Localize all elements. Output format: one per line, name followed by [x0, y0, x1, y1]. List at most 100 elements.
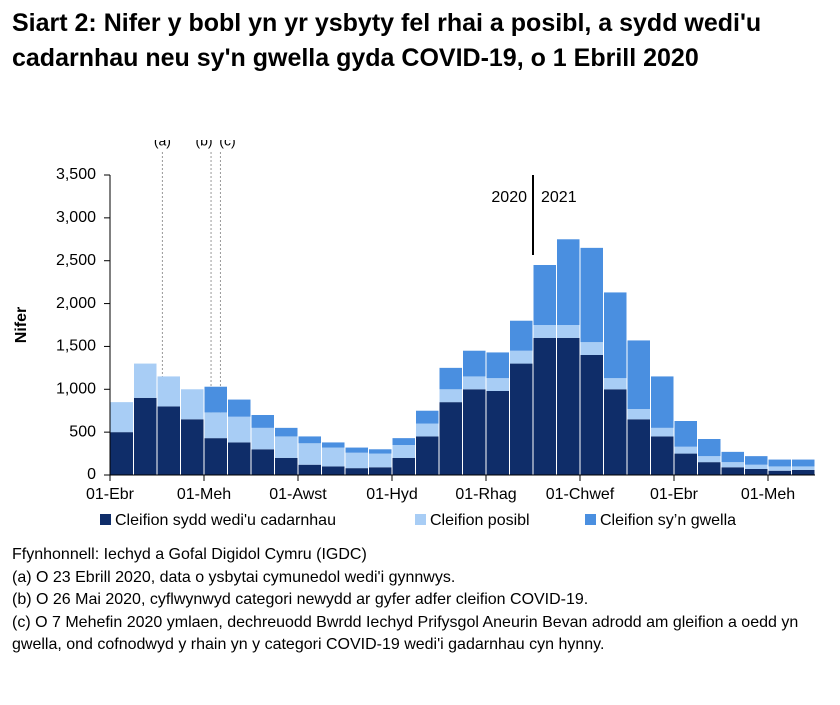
chart-title: Siart 2: Nifer y bobl yn yr ysbyty fel r…: [12, 9, 762, 72]
legend-swatch: [415, 514, 426, 525]
legend-label: Cleifion posibl: [430, 512, 530, 529]
bar: [768, 470, 791, 475]
bar: [698, 462, 721, 475]
bar: [228, 416, 251, 443]
bar: [322, 447, 345, 467]
bar: [533, 337, 556, 475]
y-axis-label: Nifer: [13, 307, 30, 343]
x-tick-label: 01-Hyd: [366, 486, 418, 503]
bar: [369, 449, 392, 454]
x-tick-label: 01-Awst: [269, 486, 327, 503]
bar: [674, 453, 697, 475]
annotation-label: (c): [219, 140, 235, 149]
bar: [604, 292, 627, 379]
bar: [510, 320, 533, 351]
bar: [134, 397, 157, 475]
legend-swatch: [585, 514, 596, 525]
bar: [298, 464, 321, 475]
bar: [651, 436, 674, 475]
bar: [110, 402, 133, 433]
bar: [674, 421, 697, 447]
bar: [768, 459, 791, 467]
bar: [557, 337, 580, 475]
x-tick-label: 01-Chwef: [546, 486, 615, 503]
bar: [557, 325, 580, 338]
bar: [275, 457, 298, 475]
bar: [275, 436, 298, 458]
bar: [792, 469, 815, 475]
year-label: 2021: [541, 189, 577, 206]
bar: [557, 239, 580, 325]
bar: [486, 378, 509, 391]
bar: [275, 427, 298, 437]
bar: [698, 456, 721, 463]
bar: [110, 432, 133, 475]
bar: [228, 442, 251, 475]
bar: [627, 409, 650, 420]
x-tick-label: 01-Ebr: [650, 486, 699, 503]
bar: [463, 376, 486, 390]
bar: [721, 451, 744, 463]
bar: [486, 391, 509, 475]
bar: [792, 459, 815, 467]
note: Ffynhonnell: Iechyd a Gofal Digidol Cymr…: [12, 546, 367, 563]
bar: [533, 265, 556, 325]
bar: [251, 415, 274, 428]
y-tick-label: 1,500: [56, 338, 96, 355]
bar: [322, 442, 345, 448]
bar: [486, 352, 509, 379]
bar: [369, 467, 392, 475]
bar: [416, 436, 439, 475]
y-tick-label: 2,000: [56, 295, 96, 312]
bar: [345, 452, 368, 469]
bar: [439, 402, 462, 475]
note: (c) O 7 Mehefin 2020 ymlaen, dechreuodd …: [12, 613, 799, 654]
bar: [157, 406, 180, 475]
legend-swatch: [100, 514, 111, 525]
bar: [510, 363, 533, 475]
bar: [604, 378, 627, 390]
bar: [510, 350, 533, 364]
bar: [768, 466, 791, 471]
bar: [181, 389, 204, 420]
bar: [651, 376, 674, 428]
bar: [369, 453, 392, 468]
y-tick-label: 0: [87, 466, 96, 483]
y-tick-label: 1,000: [56, 381, 96, 398]
x-tick-label: 01-Ebr: [86, 486, 135, 503]
bar: [580, 342, 603, 355]
bar: [157, 376, 180, 407]
bar: [745, 469, 768, 475]
bar: [298, 436, 321, 444]
bar: [416, 423, 439, 437]
bar: [745, 456, 768, 465]
legend-label: Cleifion sy’n gwella: [600, 512, 736, 529]
y-tick-label: 3,500: [56, 166, 96, 183]
bar: [298, 443, 321, 465]
annotation-label: (a): [154, 140, 171, 149]
bar: [674, 446, 697, 454]
bar: [228, 399, 251, 417]
bar: [439, 389, 462, 403]
bar: [651, 427, 674, 437]
bar: [721, 467, 744, 475]
bar: [580, 247, 603, 343]
bar: [181, 419, 204, 475]
bar: [463, 389, 486, 475]
bar: [392, 457, 415, 475]
bar: [580, 355, 603, 475]
bar: [792, 466, 815, 470]
bar: [698, 439, 721, 457]
x-tick-label: 01-Rhag: [455, 486, 516, 503]
bar: [251, 427, 274, 450]
bar: [745, 464, 768, 469]
bar: [392, 438, 415, 445]
bar: [721, 462, 744, 468]
bar: [627, 340, 650, 409]
chart: 0 500 1,000 1,500 2,000 2,500 3,000 3,500 Nifer (…: [13, 140, 815, 529]
bar: [439, 367, 462, 390]
notes: Ffynhonnell: Iechyd a Gofal Digidol Cymr…: [12, 544, 832, 657]
bar: [533, 325, 556, 338]
bar: [627, 419, 650, 475]
